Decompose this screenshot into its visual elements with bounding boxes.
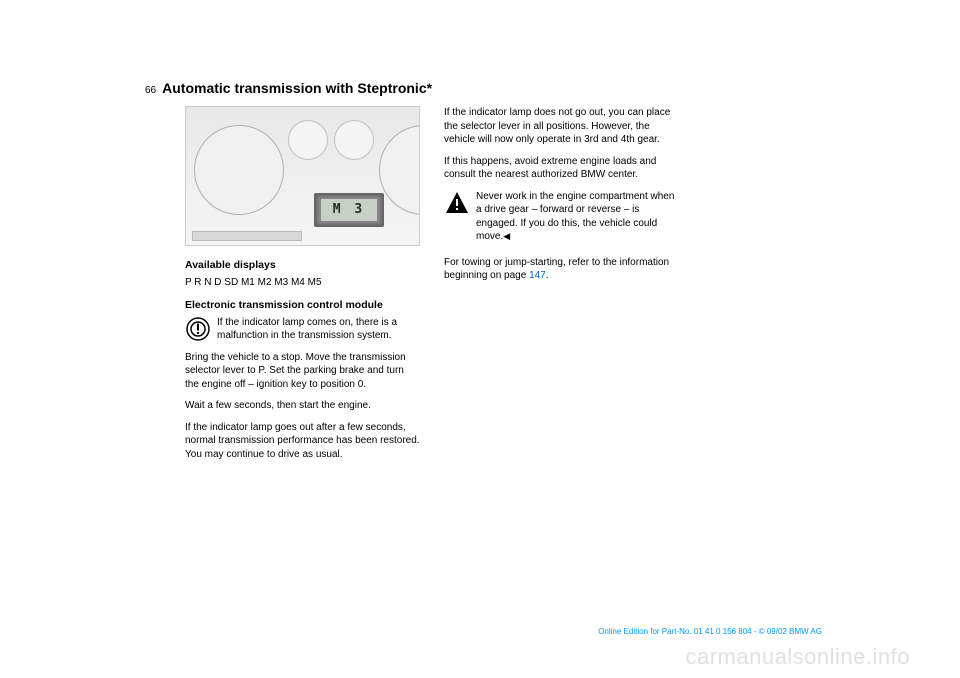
gear-warning-icon xyxy=(185,316,211,342)
caution-triangle-icon xyxy=(444,190,470,216)
gauge-partial xyxy=(379,125,420,215)
page-link[interactable]: 147 xyxy=(529,270,546,281)
column-right: If the indicator lamp does not go out, y… xyxy=(444,106,679,469)
subheading-etcm: Electronic transmission control module xyxy=(185,298,420,312)
towing-text: For towing or jump-starting, refer to th… xyxy=(444,257,669,282)
manual-page: 66 Automatic transmission with Steptroni… xyxy=(145,80,825,469)
page-number: 66 xyxy=(145,85,156,96)
paragraph: For towing or jump-starting, refer to th… xyxy=(444,256,679,283)
paragraph: If this happens, avoid extreme engine lo… xyxy=(444,155,679,182)
paragraph: Wait a few seconds, then start the engin… xyxy=(185,399,420,413)
warning-text: If the indicator lamp comes on, there is… xyxy=(217,316,420,343)
paragraph: Bring the vehicle to a stop. Move the tr… xyxy=(185,351,420,392)
page-header: 66 Automatic transmission with Steptroni… xyxy=(145,80,825,96)
caution-block: Never work in the engine compartment whe… xyxy=(444,190,679,244)
subheading-available-displays: Available displays xyxy=(185,258,420,272)
end-marker-icon: ◀ xyxy=(503,231,510,241)
gauge-small xyxy=(288,120,328,160)
gear-display-text: M 3 xyxy=(321,199,377,221)
towing-text-end: . xyxy=(546,270,549,281)
warning-block: If the indicator lamp comes on, there is… xyxy=(185,316,420,343)
displays-list: P R N D SD M1 M2 M3 M4 M5 xyxy=(185,276,420,290)
gear-display-box: M 3 xyxy=(314,193,384,227)
watermark: carmanualsonline.info xyxy=(685,644,910,670)
gauge-large xyxy=(194,125,284,215)
gauge-small-group xyxy=(286,115,376,165)
gauge-small xyxy=(334,120,374,160)
footer-text: Online Edition for Part-No. 01 41 0 156 … xyxy=(598,627,822,636)
odometer-strip xyxy=(192,231,302,241)
paragraph: If the indicator lamp goes out after a f… xyxy=(185,421,420,462)
content-columns: M 3 Available displays P R N D SD M1 M2 … xyxy=(185,106,825,469)
column-left: M 3 Available displays P R N D SD M1 M2 … xyxy=(185,106,420,469)
dashboard-illustration: M 3 xyxy=(185,106,420,246)
page-title: Automatic transmission with Steptronic* xyxy=(162,80,432,96)
caution-intro: Never work in the engine compartment whe… xyxy=(476,190,679,244)
paragraph: If the indicator lamp does not go out, y… xyxy=(444,106,679,147)
